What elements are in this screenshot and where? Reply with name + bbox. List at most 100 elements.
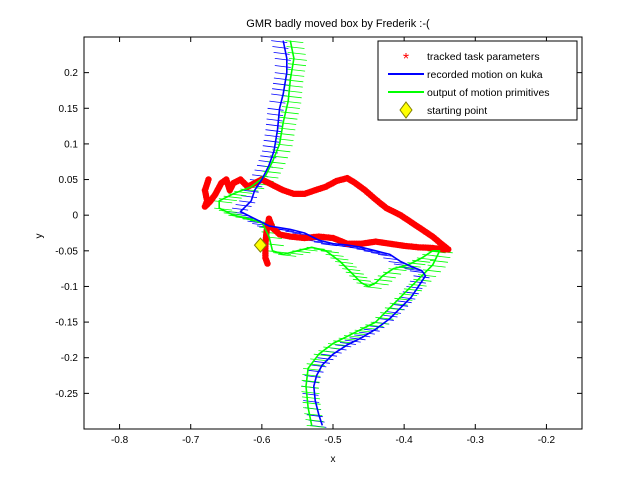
motion-whisker	[392, 303, 409, 307]
motion-whisker	[404, 268, 421, 271]
motion-whisker	[399, 293, 418, 296]
motion-whisker	[285, 40, 304, 43]
motion-whisker	[223, 212, 242, 216]
motion-whisker	[286, 74, 305, 77]
motion-whisker	[271, 40, 288, 43]
motion-whisker	[368, 325, 385, 329]
motion-whisker	[363, 286, 382, 289]
y-tick-label: 0.2	[64, 68, 78, 79]
motion-whisker	[338, 264, 357, 268]
motion-whisker	[374, 278, 393, 282]
motion-whisker	[409, 280, 426, 284]
motion-whisker	[335, 344, 352, 348]
motion-whisker	[418, 274, 437, 277]
legend-box	[377, 40, 578, 121]
legend-marker-start	[399, 101, 413, 119]
y-tick-label: -0.15	[55, 318, 78, 329]
x-tick-label: -0.4	[396, 435, 414, 446]
motion-whisker	[313, 353, 332, 357]
chart-title: GMR badly moved box by Frederik :-(	[246, 18, 430, 30]
legend-label-tracked: tracked task parameters	[427, 51, 540, 63]
x-tick-label: -0.7	[182, 435, 200, 446]
motion-whisker	[352, 278, 371, 282]
motion-whisker	[214, 207, 233, 211]
motion-whisker	[339, 342, 357, 345]
motion-whisker	[318, 350, 337, 353]
tracked-marker	[264, 260, 271, 267]
motion-whisker	[265, 129, 282, 133]
motion-whisker	[214, 200, 233, 204]
motion-whisker	[370, 252, 387, 255]
motion-whisker	[408, 283, 427, 287]
x-tick-label: -0.3	[467, 435, 485, 446]
motion-whisker	[432, 255, 451, 258]
motion-whisker	[275, 138, 294, 141]
motion-whisker	[320, 353, 338, 357]
motion-whisker	[218, 210, 237, 213]
motion-whisker	[330, 257, 349, 261]
motion-whisker	[429, 259, 449, 263]
motion-whisker	[388, 261, 405, 264]
motion-whisker	[267, 113, 284, 116]
legend-label-start: starting point	[427, 105, 487, 117]
motion-whisker	[292, 232, 309, 236]
motion-whisker	[307, 369, 324, 373]
motion-whisker	[266, 118, 283, 122]
motion-whisker	[281, 106, 300, 109]
motion-whisker	[274, 65, 291, 68]
motion-whisker	[300, 385, 320, 389]
y-tick-label: 0.1	[64, 139, 78, 150]
motion-whisker	[301, 396, 321, 400]
motion-whisker	[239, 200, 256, 204]
motion-whisker	[342, 268, 361, 271]
motion-whisker	[363, 328, 380, 332]
x-axis: -0.8 -0.7 -0.6 -0.5 -0.4 -0.3 -0.2	[111, 37, 556, 446]
x-tick-label: -0.5	[324, 435, 342, 446]
motion-whisker	[313, 241, 330, 245]
motion-whisker	[278, 229, 295, 232]
motion-whisker	[302, 374, 321, 377]
motion-whisker	[287, 68, 306, 72]
motion-whisker	[272, 149, 291, 153]
motion-whisker	[323, 346, 342, 350]
y-tick-label: 0	[72, 211, 78, 222]
motion-whisker	[354, 334, 371, 338]
motion-whisker	[284, 84, 303, 88]
motion-whisker	[317, 357, 334, 361]
motion-whisker	[310, 358, 329, 362]
motion-whisker	[272, 46, 289, 49]
motion-whisker	[345, 271, 364, 275]
series-recorded-line	[239, 40, 427, 426]
motion-whisker	[269, 100, 286, 104]
motion-whisker	[287, 52, 306, 55]
motion-whisker	[283, 100, 302, 104]
motion-whisker	[265, 243, 284, 247]
motion-whisker	[286, 46, 305, 49]
motion-whisker	[301, 379, 320, 383]
x-axis-label: x	[331, 454, 336, 465]
motion-whisker	[344, 339, 361, 343]
motion-whisker	[399, 296, 416, 300]
x-tick-label: -0.8	[111, 435, 129, 446]
motion-whisker	[274, 58, 291, 61]
motion-whisker	[242, 189, 259, 193]
motion-whisker	[273, 52, 290, 55]
motion-whisker	[363, 250, 380, 254]
motion-whisker	[395, 300, 412, 304]
motion-whisker	[264, 134, 281, 138]
motion-whisker	[327, 343, 347, 346]
y-tick-label: 0.15	[59, 104, 79, 115]
motion-whisker	[377, 318, 394, 321]
motion-whisker	[313, 360, 330, 364]
y-axis-label: y	[34, 234, 45, 239]
x-tick-label: -0.2	[538, 435, 556, 446]
motion-whisker	[278, 122, 297, 125]
motion-whisker	[276, 132, 295, 136]
motion-whisker	[383, 271, 402, 275]
motion-whisker	[349, 246, 366, 250]
motion-whisker	[277, 127, 296, 131]
motion-whisker	[285, 230, 302, 234]
motion-whisker	[384, 311, 402, 314]
y-tick-label: -0.05	[55, 246, 78, 257]
